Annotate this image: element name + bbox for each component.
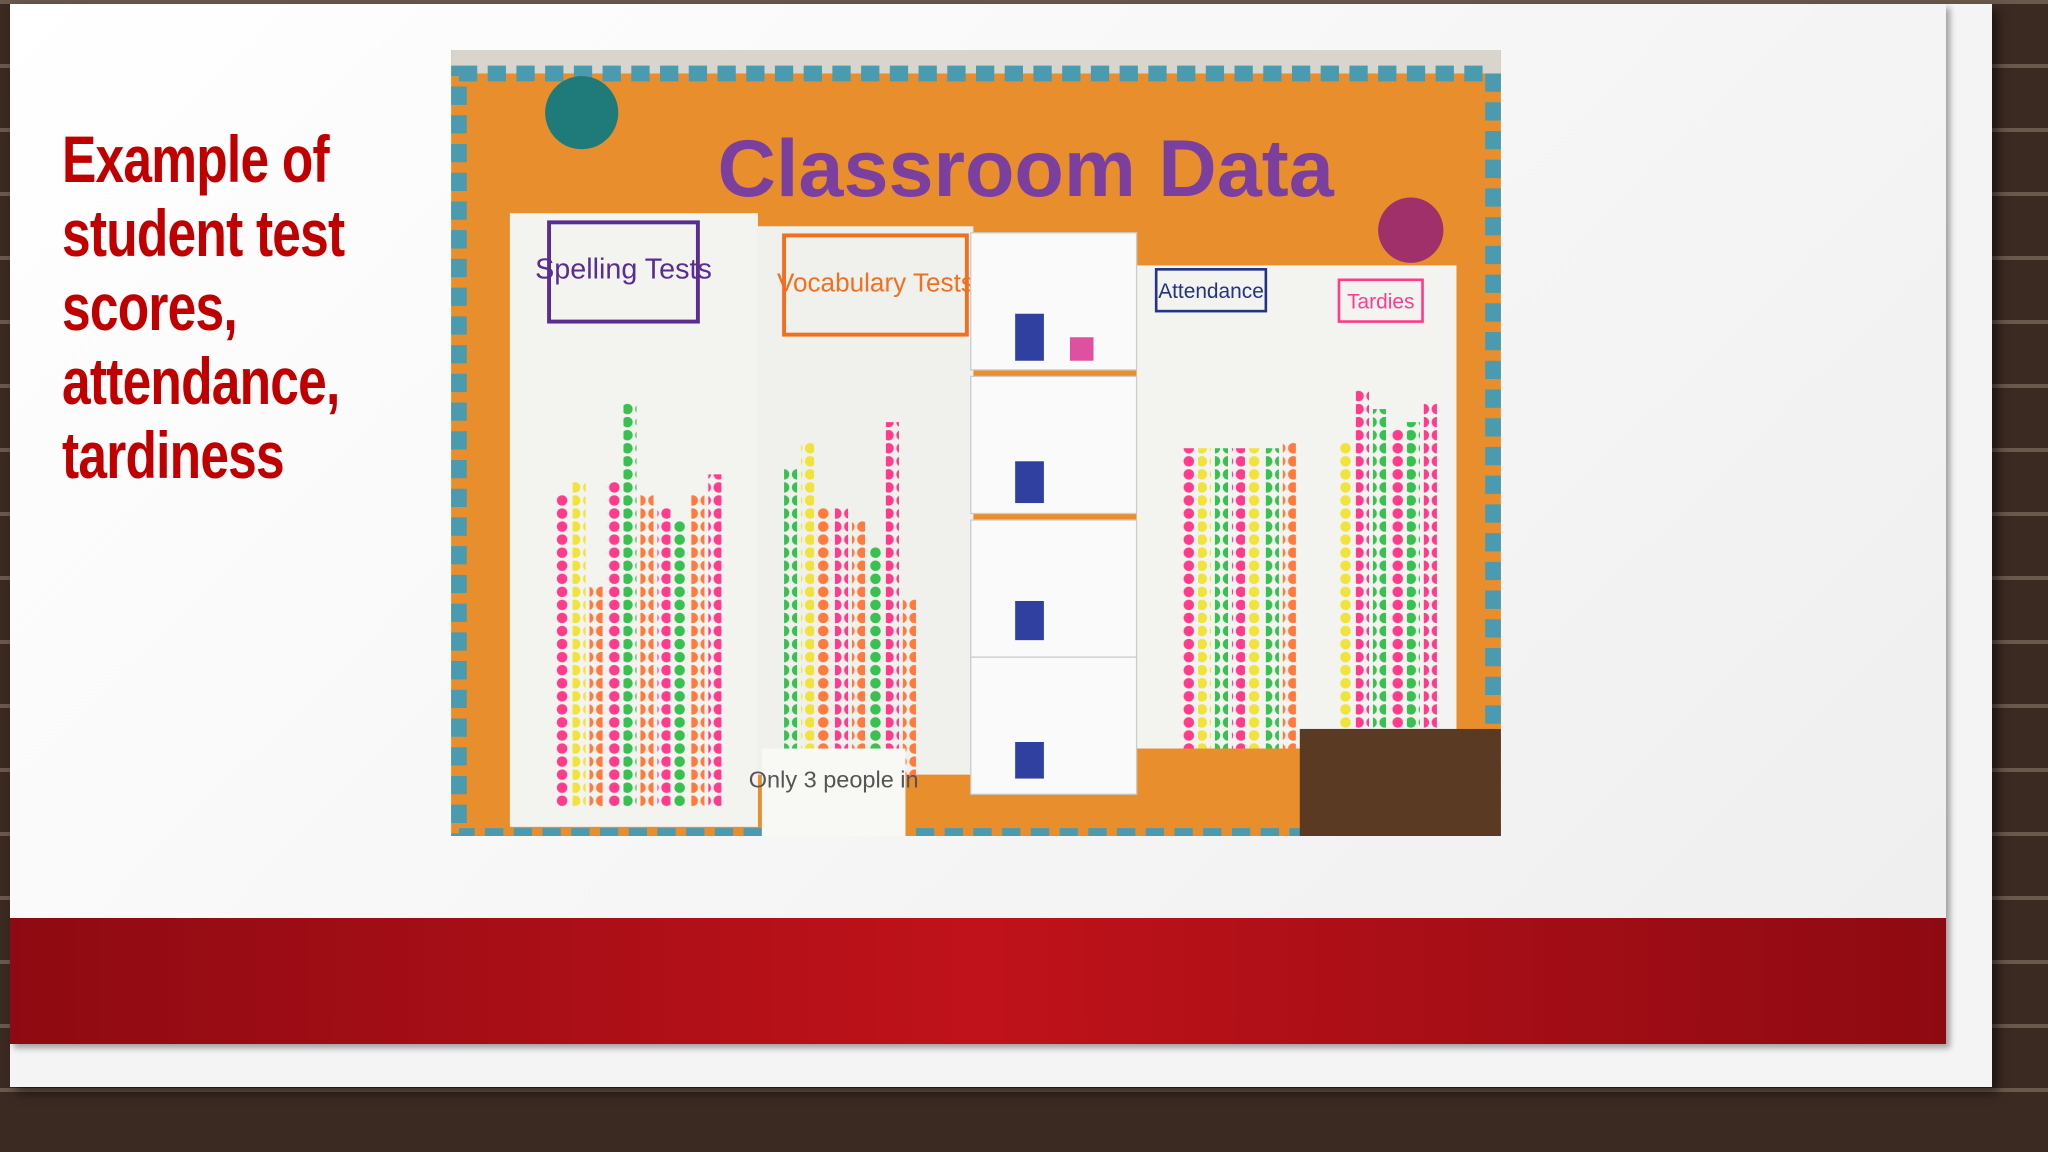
poster-label: Spelling Tests — [535, 253, 712, 285]
slide-frame: Example of student test scores, attendan… — [10, 4, 1992, 1087]
dot-columns — [555, 389, 1437, 808]
small-charts — [970, 232, 1138, 795]
photo-heading: Classroom Data — [717, 124, 1334, 214]
poster-label: Tardies — [1347, 291, 1414, 314]
photo-note: Only 3 people in — [749, 767, 919, 793]
poster-label: Attendance — [1158, 280, 1264, 303]
footer-band — [10, 918, 1946, 1044]
photo: Classroom Data Spelling Tests Vocabulary… — [451, 50, 1501, 836]
slide-title: Example of student test scores, attendan… — [62, 122, 345, 492]
poster-label: Vocabulary Tests — [777, 268, 974, 298]
slide: Example of student test scores, attendan… — [10, 4, 1946, 1044]
